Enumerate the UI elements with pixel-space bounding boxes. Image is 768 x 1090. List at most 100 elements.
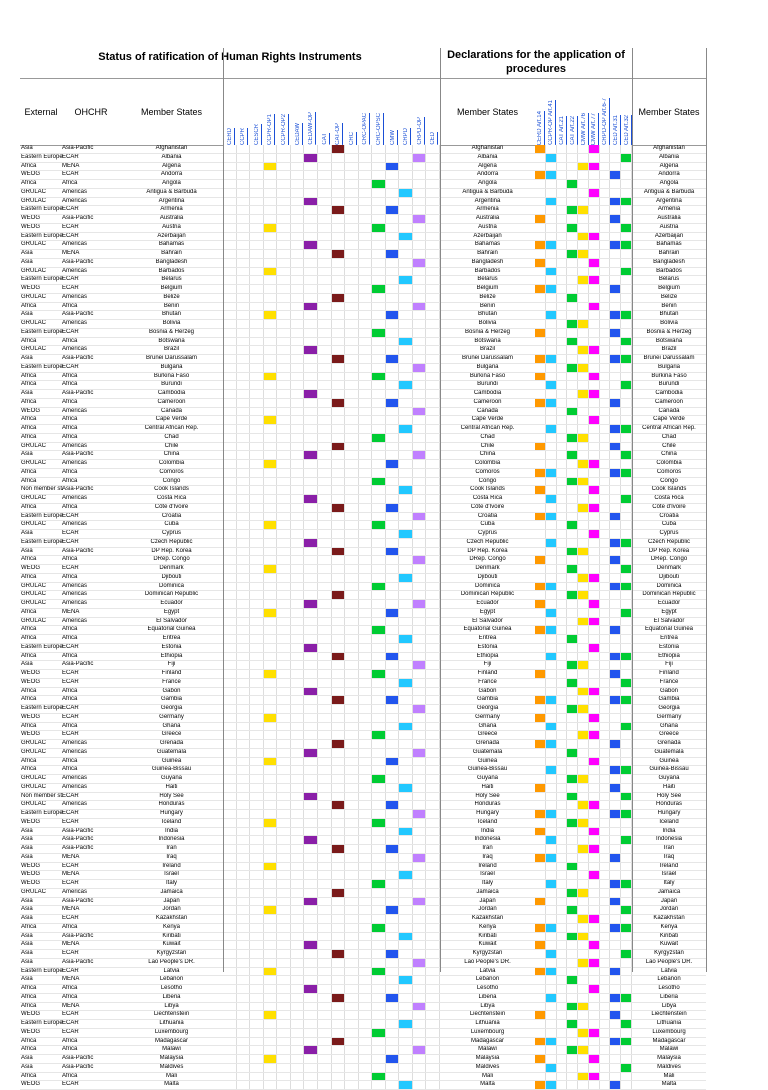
instrument-status-cells (223, 985, 440, 993)
declaration-cell (621, 398, 633, 407)
instrument-header-link[interactable]: CRC-OPSC (372, 79, 386, 145)
instrument-header-link[interactable]: CRC (345, 79, 359, 145)
member-state-cell: Costa Rica (156, 495, 187, 501)
instrument-header-link[interactable]: CERD (223, 79, 237, 145)
instrument-header-link[interactable]: CRPD-OP (413, 79, 427, 145)
member-state-cell: Malta (164, 1081, 179, 1088)
declaration-cell (545, 792, 557, 801)
member-state-cell-3: Austria (659, 223, 679, 230)
instrument-header-link[interactable]: CED Art.32 (621, 79, 632, 145)
member-state-cell-2: Estonia (477, 643, 498, 650)
status-cell (385, 162, 400, 171)
status-cell (277, 530, 291, 538)
declaration-cell (556, 276, 568, 284)
external-cell: Non member state (21, 486, 63, 493)
declaration-cell (567, 582, 579, 591)
declaration-cell (621, 223, 633, 232)
instrument-header-link[interactable]: CMW Art.77 (589, 79, 600, 145)
status-cell (236, 538, 251, 547)
instrument-header-link[interactable]: CESCR (250, 79, 264, 145)
instrument-header-link[interactable]: CCPR-OP2 (277, 79, 291, 145)
status-cell (385, 678, 400, 687)
external-cell: Africa (21, 626, 37, 633)
external-cell: Asia (21, 853, 33, 860)
instrument-header-link[interactable]: CRPD-OP Art.6-7 (600, 79, 611, 145)
declaration-cell (556, 153, 568, 162)
status-cell (412, 433, 427, 442)
instrument-header-link[interactable]: CERD Art.14 (535, 79, 546, 145)
instrument-header-link[interactable]: CCPR-OP Art.41 (546, 79, 557, 145)
declaration-cell (545, 468, 557, 477)
status-cell (236, 311, 251, 319)
instrument-header-link[interactable]: CEDAW-OP (304, 79, 318, 145)
status-cell (236, 713, 251, 722)
declaration-status-cells (535, 145, 633, 153)
status-cell (412, 678, 427, 687)
member-state-cell-2: Albania (477, 153, 498, 160)
status-cell (250, 608, 264, 617)
status-cell (412, 521, 427, 529)
member-states-header-3: Member States (638, 107, 700, 117)
status-cell (426, 608, 440, 617)
status-cell (372, 206, 386, 214)
status-cell (426, 871, 440, 879)
declaration-cell (535, 556, 546, 564)
status-cell (385, 390, 400, 398)
member-state-cell-3: DRep. Congo (650, 556, 688, 563)
status-cell (399, 862, 413, 871)
status-cell (385, 801, 400, 809)
status-cell (236, 722, 251, 731)
instrument-status-cells (223, 442, 440, 451)
instrument-header-link[interactable]: CED (426, 79, 440, 145)
external-cell: Eastern Europe (21, 705, 63, 711)
member-state-cell-3: Cameroon (654, 398, 683, 405)
ohchr-cell: Asia-Pacific (62, 215, 94, 221)
ohchr-cell: ECAR (62, 512, 79, 519)
declaration-status-cells (535, 1046, 633, 1054)
declaration-cell (545, 180, 557, 188)
status-cell (236, 162, 251, 171)
instrument-header-link[interactable]: CED Art.31 (610, 79, 621, 145)
status-cell (223, 958, 237, 967)
declaration-status-cells (535, 267, 633, 276)
status-cell (317, 880, 332, 888)
instrument-header-link[interactable]: CRPD (399, 79, 413, 145)
status-cell (317, 635, 332, 643)
instrument-header-link[interactable]: CCPR (237, 79, 251, 145)
status-cell (290, 521, 305, 529)
status-cell (331, 145, 346, 153)
status-cell (426, 617, 440, 626)
declaration-cell (621, 766, 633, 774)
status-cell (317, 705, 332, 713)
declaration-cell (567, 1011, 579, 1019)
instrument-header-link[interactable]: CAT Art.21 (557, 79, 568, 145)
instrument-header-link[interactable]: CMW (386, 79, 400, 145)
status-cell (250, 328, 264, 337)
declaration-cell (567, 232, 579, 241)
instrument-header-link[interactable]: CEDAW (291, 79, 305, 145)
status-cell (250, 346, 264, 354)
status-cell (358, 495, 373, 503)
instrument-status-cells (223, 775, 440, 783)
member-state-cell: Central African Rep. (144, 425, 199, 431)
table-row: WEOG ECAR Germany Germany Germany (20, 713, 706, 723)
status-cell (372, 241, 386, 249)
instrument-header-link[interactable]: CRC-OPAC (359, 79, 373, 145)
instrument-header-label: CRC (348, 132, 355, 145)
status-cell (304, 311, 318, 319)
instrument-header-link[interactable]: CAT-OP (332, 79, 346, 145)
instrument-header-link[interactable]: CMW Art.76 (578, 79, 589, 145)
instrument-header-link[interactable]: CCPR-OP1 (264, 79, 278, 145)
status-cell (331, 337, 346, 346)
declaration-cell (621, 451, 633, 459)
status-cell (250, 521, 264, 529)
status-cell (277, 871, 291, 879)
declaration-status-cells (535, 941, 633, 949)
status-cell (345, 1002, 359, 1011)
status-cell (385, 180, 400, 188)
declaration-cell (588, 407, 600, 416)
status-cell (358, 215, 373, 223)
status-cell (372, 398, 386, 407)
instrument-header-link[interactable]: CAT (318, 79, 332, 145)
instrument-header-link[interactable]: CAT Art.22 (567, 79, 578, 145)
